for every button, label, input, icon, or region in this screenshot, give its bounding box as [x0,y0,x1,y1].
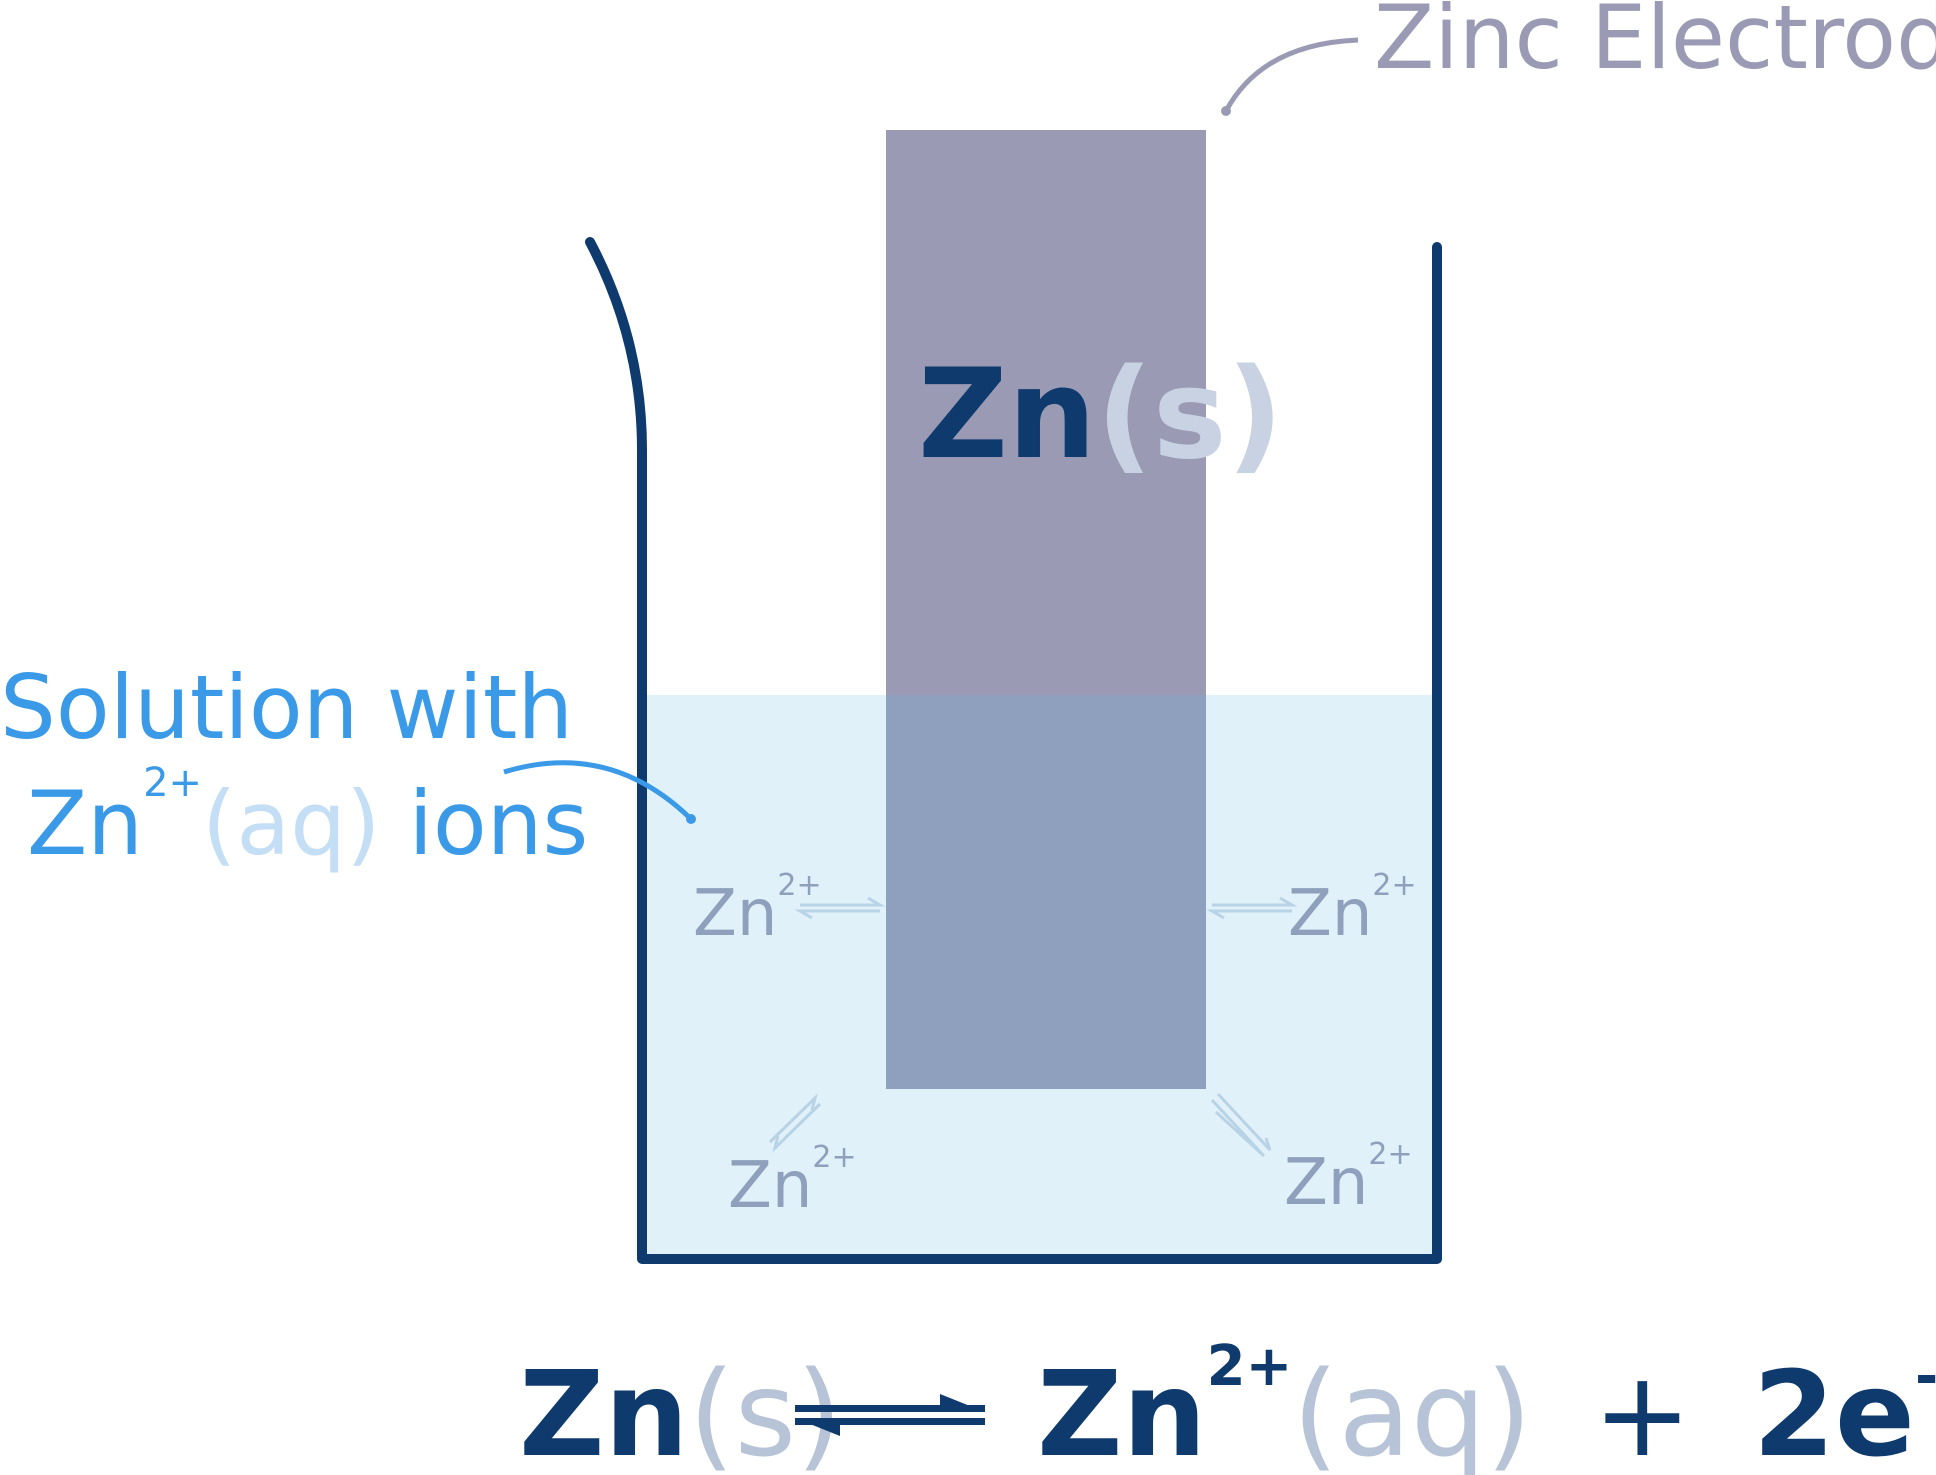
ion-top-left: Zn2+ [693,868,886,951]
svg-text:Zn2+: Zn2+ [1284,1137,1413,1220]
electrode-label: Zinc Electrode [1374,0,1936,89]
svg-text:Zn2+: Zn2+ [728,1140,857,1223]
zinc-electrode [886,130,1206,695]
electrode-leader-dot [1221,106,1231,116]
solution-leader-dot [686,814,696,824]
electrode-leader-line [1223,37,1359,113]
svg-text:Zn2+: Zn2+ [1288,868,1417,951]
equation-product: Zn2+(aq) + 2e- [1037,1334,1936,1475]
solution-leader-line [503,760,693,821]
zinc-electrode-submerged [886,695,1206,1089]
ion-top-right: Zn2+ [1206,868,1417,951]
solution-label-line1: Solution with [0,656,573,759]
electrode-formula: Zn(s) [918,343,1283,487]
solution-label-line2: Zn2+(aq) ions [27,760,588,875]
equilibrium-arrow-icon [794,896,886,920]
equation-reactant: Zn(s) [519,1345,842,1475]
equilibrium-arrow-icon [768,1093,822,1153]
equilibrium-arrow-icon [1206,896,1298,920]
equilibrium-arrow-icon [795,1394,985,1436]
equilibrium-arrow-icon [1210,1092,1272,1158]
beaker [585,237,1442,1264]
ion-bottom-right: Zn2+ [1210,1092,1413,1220]
equation: Zn(s) Zn2+(aq) + 2e- [519,1334,1936,1475]
svg-text:Zn2+: Zn2+ [693,868,822,951]
ion-bottom-left: Zn2+ [728,1093,857,1223]
